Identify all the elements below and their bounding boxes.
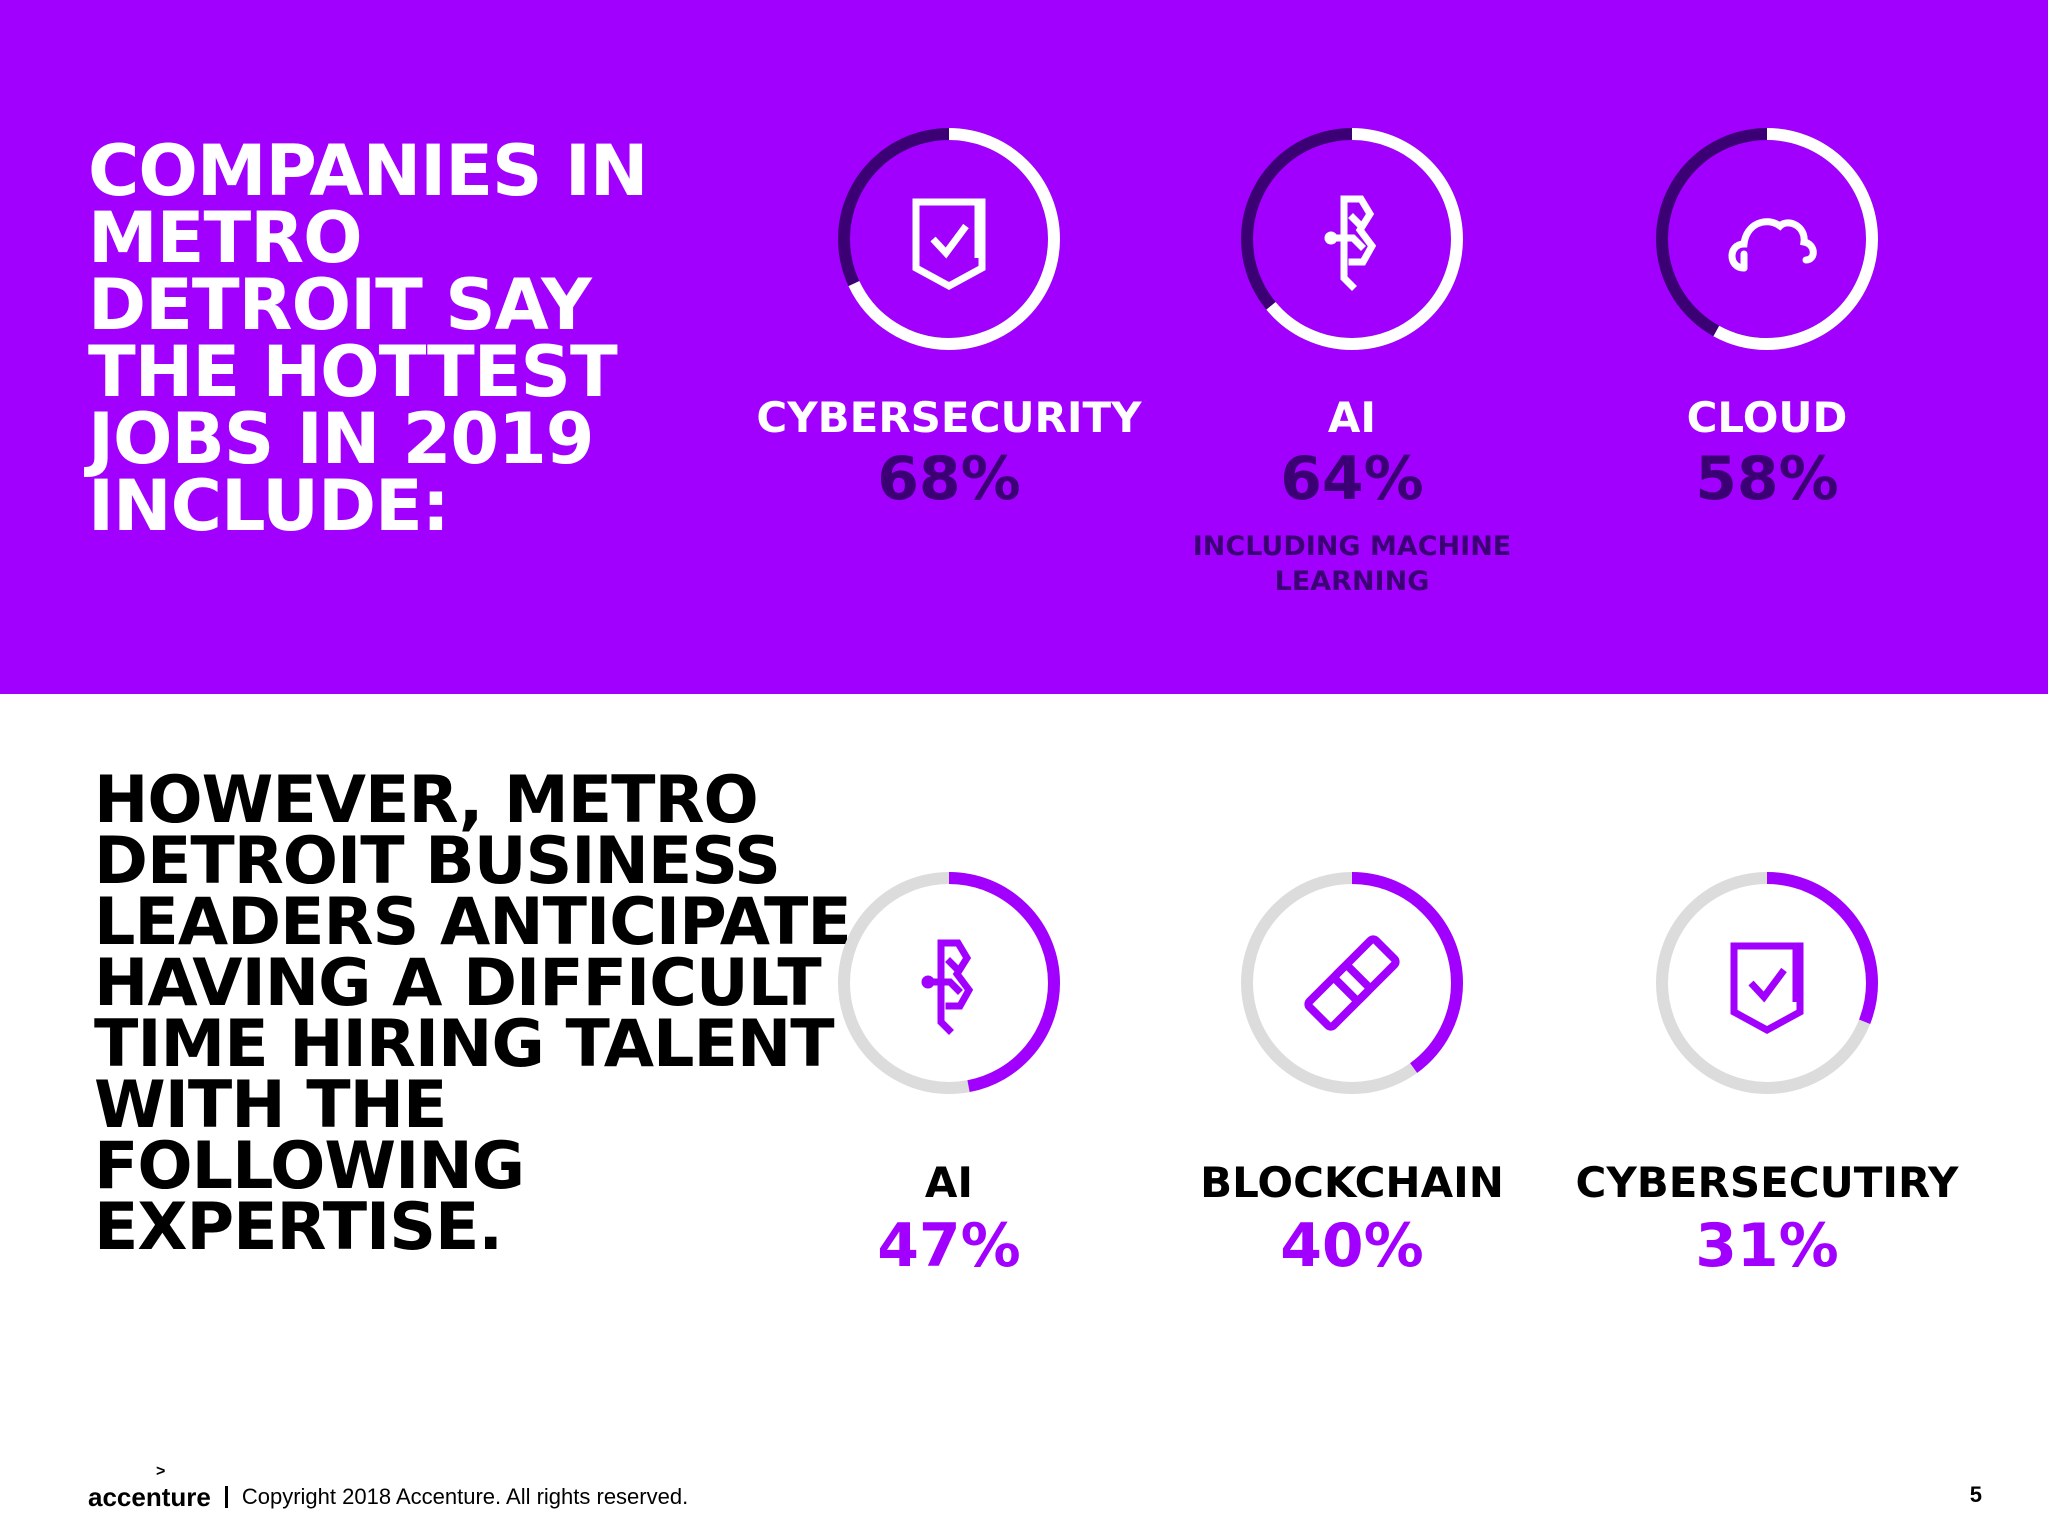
stat-label: CYBERSECURITY [756,393,1142,442]
stat-note: INCLUDING MACHINE LEARNING [1192,531,1512,597]
ring-fill [1656,872,1878,1094]
stat-value: 47% [877,1211,1021,1281]
accenture-logo: accenture > [88,1463,211,1513]
stat-bottom-blockchain: BLOCKCHAIN 40% [1132,866,1572,1282]
ai-circuit-icon [921,939,974,1035]
stat-top-ai: AI 64% INCLUDING MACHINE LEARNING [1132,122,1572,599]
bottom-headline: HOWEVER, METRO DETROIT BUSINESS LEADERS … [94,763,852,1265]
chain-link-icon [1304,935,1400,1031]
stat-label: AI [1327,393,1377,442]
shield-check-icon [912,198,986,290]
shield-check-icon [1730,942,1804,1034]
stat-top-cybersecurity: CYBERSECURITY 68% [729,122,1169,515]
stat-value: 40% [1280,1211,1424,1281]
donut-top-cybersecurity [838,128,1060,350]
stat-label: BLOCKCHAIN [1200,1158,1504,1207]
stat-bottom-ai: AI 47% [729,866,1169,1282]
footer: accenture > Copyright 2018 Accenture. Al… [88,1463,689,1514]
donut-top-ai [1241,128,1463,350]
stat-value: 68% [877,444,1021,514]
ring-fill [1656,128,1878,350]
ring-fill [838,872,1060,1094]
donut-bottom-ai [838,872,1060,1094]
page-number: 5 [1969,1482,1982,1507]
stat-bottom-cybersecurity: CYBERSECUTIRY 31% [1547,866,1987,1282]
ring-fill [1241,872,1463,1094]
ring-fill [1241,128,1463,350]
stat-value: 31% [1695,1211,1839,1281]
top-headline: COMPANIES IN METRO DETROIT SAY THE HOTTE… [88,130,648,547]
brand-wordmark: accenture [88,1481,211,1512]
stat-top-cloud: CLOUD 58% [1547,122,1987,515]
ring-fill [838,128,1060,350]
stat-value: 64% [1280,444,1424,514]
cloud-icon [1728,218,1817,272]
brand-mark: > [156,1462,166,1480]
donut-top-cloud [1656,128,1878,350]
stat-value: 58% [1695,444,1839,514]
stat-label: AI [924,1158,974,1207]
stat-label: CLOUD [1686,393,1848,442]
stat-label: CYBERSECUTIRY [1575,1158,1959,1207]
ai-circuit-icon [1324,195,1377,291]
donut-bottom-cybersecurity [1656,872,1878,1094]
donut-bottom-blockchain [1241,872,1463,1094]
top-band [0,0,2048,694]
footer-separator [224,1486,228,1508]
copyright-text: Copyright 2018 Accenture. All rights res… [241,1484,689,1509]
